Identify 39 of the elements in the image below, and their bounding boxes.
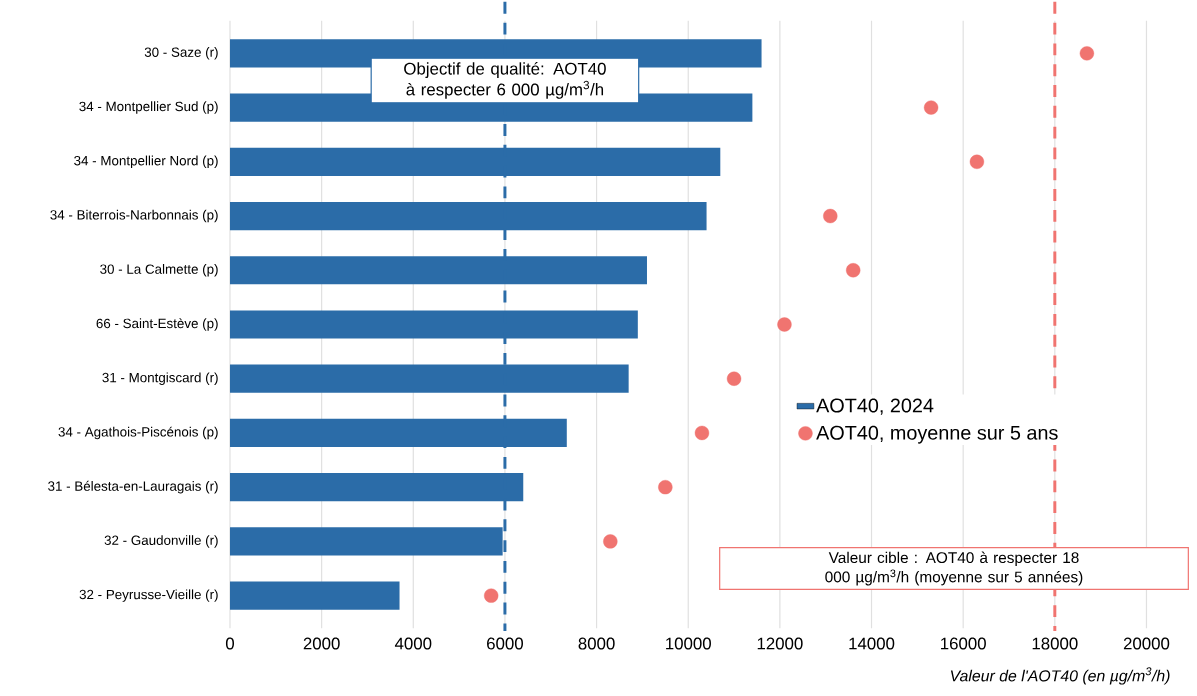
x-tick-label: 16000 bbox=[941, 637, 986, 650]
y-tick-label: 30 - La Calmette (p) bbox=[100, 264, 218, 277]
legend-label: AOT40, 2024 bbox=[816, 398, 934, 416]
y-tick-label: 66 - Saint-Estève (p) bbox=[96, 318, 218, 332]
y-tick-label: 30 - Saze (r) bbox=[144, 47, 218, 60]
y-tick-label: 32 - Gaudonville (r) bbox=[104, 535, 218, 548]
point bbox=[923, 100, 939, 115]
x-tick-label: 6000 bbox=[487, 637, 524, 650]
y-tick-label: 32 - Peyrusse-Vieille (r) bbox=[79, 589, 218, 603]
y-tick-label: 34 - Montpellier Sud (p) bbox=[79, 101, 218, 115]
point bbox=[1079, 46, 1095, 61]
point bbox=[484, 588, 499, 603]
y-tick-label: 34 - Biterrois-Narbonnais (p) bbox=[50, 210, 218, 223]
point bbox=[726, 371, 742, 387]
point bbox=[777, 317, 792, 332]
y-tick-label: 34 - Agathois-Piscénois (p) bbox=[58, 426, 218, 440]
y-tick-label: 34 - Montpellier Nord (p) bbox=[74, 155, 218, 169]
x-tick-label: 2000 bbox=[303, 637, 340, 650]
x-tick-label: 8000 bbox=[578, 637, 615, 650]
point bbox=[694, 426, 710, 441]
x-tick-label: 14000 bbox=[849, 637, 895, 650]
y-tick-label: 31 - Bélesta-en-Lauragais (r) bbox=[48, 481, 218, 494]
x-tick-label: 20000 bbox=[1123, 637, 1170, 650]
x-tick-label: 10000 bbox=[666, 637, 711, 650]
bar bbox=[229, 581, 400, 610]
x-tick-label: 0 bbox=[225, 637, 235, 650]
point bbox=[969, 154, 985, 170]
point bbox=[823, 209, 838, 224]
legend-label: AOT40, moyenne sur 5 ans bbox=[816, 425, 1058, 444]
x-tick-label: 12000 bbox=[757, 637, 803, 650]
point bbox=[846, 263, 861, 278]
x-tick-label: 18000 bbox=[1032, 637, 1078, 650]
ref-line-label: Valeur cible : AOT40 à respecter 18 000 µg/m$^{3}$/h (moyenne sur 5 années) bbox=[825, 551, 1083, 586]
point bbox=[603, 534, 618, 549]
x-axis-title: Valeur de l'AOT40 (en µg/m$^{3}$/h) bbox=[950, 667, 1170, 685]
x-tick-label: 4000 bbox=[394, 637, 432, 650]
point bbox=[658, 480, 673, 495]
y-tick-label: 31 - Montgiscard (r) bbox=[102, 372, 218, 386]
ref-line-label: Objectif de qualité: AOT40 à respecter 6 000 µg/m$^{3}$/h bbox=[404, 62, 606, 100]
